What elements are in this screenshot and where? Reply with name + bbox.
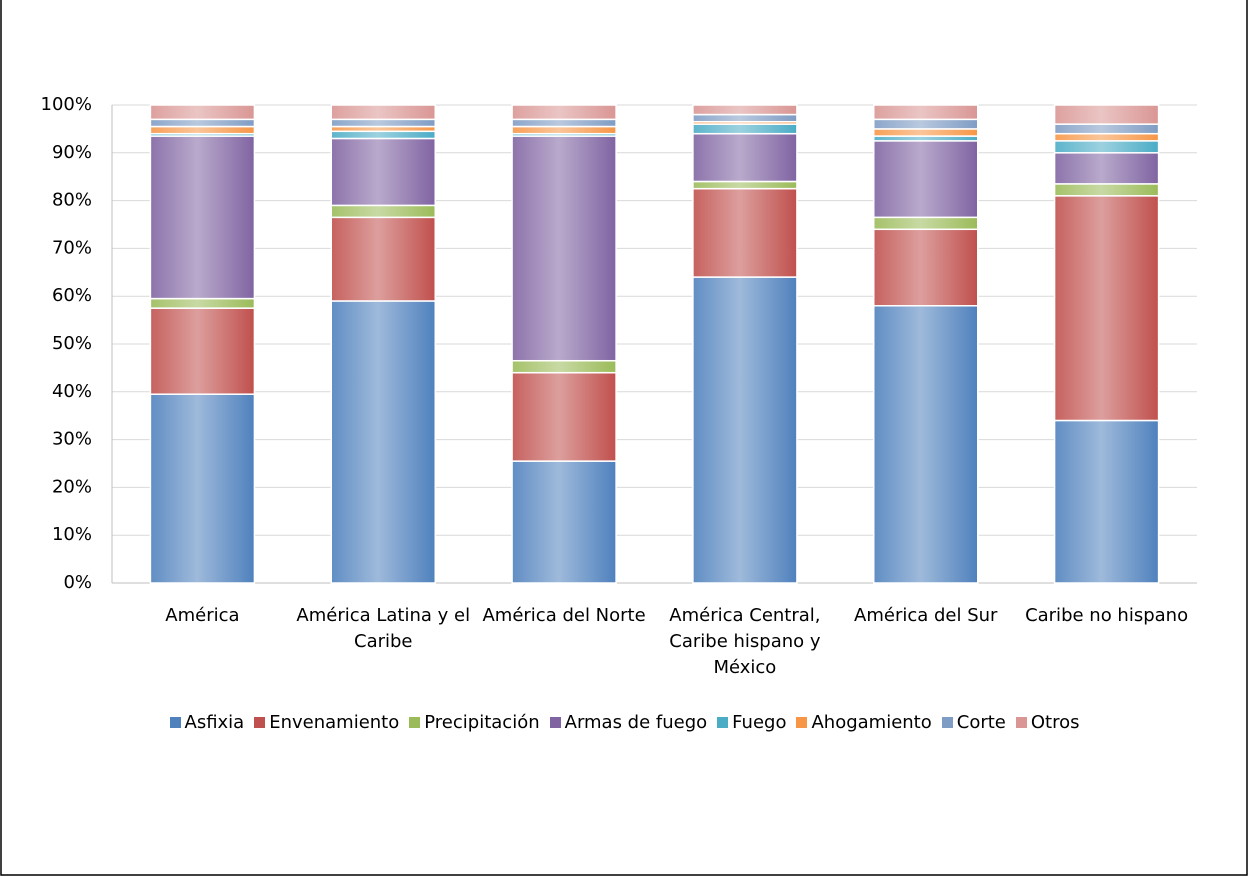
legend-label: Otros — [1030, 712, 1080, 733]
bar-shine — [873, 105, 978, 120]
y-tick-label: 100% — [41, 94, 92, 115]
bar-shine — [512, 360, 617, 373]
bar-shine — [512, 461, 617, 583]
legend-item: Fuego — [717, 712, 786, 733]
bar-shine — [692, 181, 797, 189]
legend-swatch — [1015, 717, 1027, 728]
bar-shine — [692, 124, 797, 134]
bar-shine — [1054, 140, 1159, 153]
bar-shine — [873, 229, 978, 306]
bar-shine — [873, 119, 978, 129]
x-tick-label: América del Norte — [482, 605, 646, 626]
bar-shine — [331, 300, 436, 583]
y-tick-label: 30% — [52, 429, 92, 450]
bar-shine — [1054, 183, 1159, 196]
legend-swatch — [796, 717, 808, 728]
x-tick-label: América — [165, 605, 240, 626]
bar-shine — [692, 133, 797, 182]
legend-swatch — [941, 717, 953, 728]
bar-shine — [150, 133, 255, 137]
legend-label: Asfixia — [184, 712, 245, 733]
bar-shine — [150, 105, 255, 120]
bar-shine — [512, 119, 617, 127]
bar-shine — [512, 372, 617, 462]
bar-shine — [873, 217, 978, 230]
bar-shine — [1054, 420, 1159, 583]
legend-label: Envenamiento — [269, 712, 400, 733]
legend-label: Fuego — [732, 712, 787, 733]
bar-shine — [692, 114, 797, 122]
legend-item: Armas de fuego — [549, 712, 708, 733]
legend-swatch — [717, 717, 729, 728]
legend-swatch — [169, 717, 181, 728]
bar-shine — [150, 308, 255, 395]
bar-shine — [331, 126, 436, 132]
bar-shine — [873, 136, 978, 141]
bar-shine — [150, 136, 255, 299]
bar-shine — [1054, 133, 1159, 141]
bar-shine — [150, 298, 255, 309]
y-tick-label: 0% — [63, 572, 92, 593]
bar-shine — [331, 105, 436, 120]
bar-shine — [331, 119, 436, 127]
legend-swatch — [549, 717, 561, 728]
legend-label: Armas de fuego — [564, 712, 708, 733]
x-tick-label: América del Sur — [854, 605, 998, 626]
y-tick-label: 20% — [52, 476, 92, 497]
bar-shine — [150, 394, 255, 583]
bar-shine — [1054, 152, 1159, 184]
bar-shine — [873, 128, 978, 137]
x-tick-label: América Central, Caribe hispano y México — [669, 605, 821, 678]
legend-label: Precipitación — [424, 712, 540, 733]
legend: Asfixia Envenamiento Precipitación Armas de… — [0, 712, 1249, 733]
legend-item: Asfixia — [169, 712, 245, 733]
bar-shine — [150, 126, 255, 134]
y-tick-label: 80% — [52, 190, 92, 211]
bar-shine — [512, 136, 617, 361]
x-tick-label: Caribe no hispano — [1025, 605, 1189, 626]
bar-shine — [1054, 195, 1159, 421]
legend-item: Otros — [1015, 712, 1080, 733]
legend-item: Corte — [941, 712, 1006, 733]
legend-label: Corte — [956, 712, 1006, 733]
x-tick-label: América Latina y el Caribe — [296, 605, 471, 652]
y-tick-label: 70% — [52, 237, 92, 258]
bar-shine — [331, 205, 436, 218]
bar-shine — [1054, 124, 1159, 134]
y-tick-label: 40% — [52, 381, 92, 402]
legend-swatch — [409, 717, 421, 728]
legend-item: Precipitación — [409, 712, 540, 733]
legend-label: Ahogamiento — [811, 712, 932, 733]
y-tick-label: 90% — [52, 142, 92, 163]
y-tick-label: 10% — [52, 524, 92, 545]
bar-shine — [692, 277, 797, 583]
bar-shine — [692, 105, 797, 115]
legend-item: Envenamiento — [254, 712, 399, 733]
bar-shine — [512, 105, 617, 120]
bar-shine — [1054, 105, 1159, 125]
y-tick-label: 50% — [52, 333, 92, 354]
bar-shine — [331, 217, 436, 301]
bar-shine — [150, 119, 255, 127]
bar-shine — [692, 188, 797, 278]
bar-shine — [873, 305, 978, 583]
bar-shine — [512, 126, 617, 134]
bar-shine — [692, 121, 797, 125]
y-tick-label: 60% — [52, 285, 92, 306]
bar-shine — [873, 140, 978, 218]
bar-shine — [331, 131, 436, 139]
legend-swatch — [254, 717, 266, 728]
legend-item: Ahogamiento — [796, 712, 932, 733]
bar-shine — [331, 138, 436, 206]
bar-shine — [512, 133, 617, 137]
